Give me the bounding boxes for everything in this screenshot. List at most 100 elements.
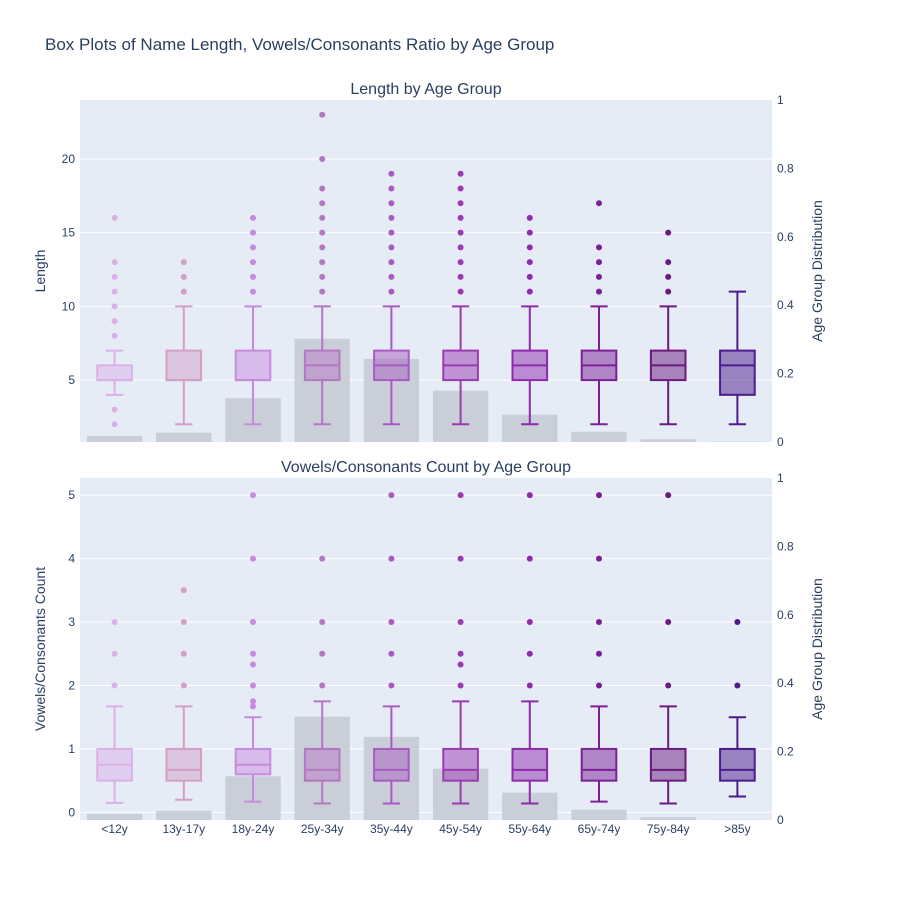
outlier-point (319, 215, 325, 221)
outlier-point (250, 556, 256, 562)
outlier-point (250, 274, 256, 280)
outlier-point (250, 662, 256, 668)
y2-tick-label: 0.6 (777, 230, 794, 244)
outlier-point (665, 492, 671, 498)
y2-axis-title: Age Group Distribution (809, 200, 825, 342)
outlier-point (458, 492, 464, 498)
outlier-point (527, 215, 533, 221)
outlier-point (388, 200, 394, 206)
outlier-point (458, 274, 464, 280)
x-tick-label: 75y-84y (647, 822, 690, 836)
x-tick-label: >85y (724, 822, 750, 836)
outlier-point (596, 259, 602, 265)
outlier-point (319, 556, 325, 562)
outlier-point (596, 274, 602, 280)
outlier-point (527, 651, 533, 657)
outlier-point (458, 244, 464, 250)
outlier-point (665, 289, 671, 295)
box-iqr (167, 351, 202, 380)
outlier-point (388, 274, 394, 280)
outlier-point (596, 289, 602, 295)
outlier-point (388, 492, 394, 498)
outlier-point (250, 698, 256, 704)
outlier-point (388, 230, 394, 236)
outlier-point (388, 289, 394, 295)
chart-title: Box Plots of Name Length, Vowels/Consona… (45, 35, 554, 54)
outlier-point (527, 619, 533, 625)
outlier-point (388, 619, 394, 625)
outlier-point (458, 556, 464, 562)
y2-tick-label: 1 (777, 93, 784, 107)
outlier-point (388, 259, 394, 265)
y2-tick-label: 0 (777, 435, 784, 449)
outlier-point (181, 587, 187, 593)
outlier-point (527, 244, 533, 250)
outlier-point (527, 230, 533, 236)
outlier-point (319, 112, 325, 118)
y-tick-label: 4 (68, 552, 75, 566)
outlier-point (319, 619, 325, 625)
outlier-point (250, 682, 256, 688)
y-tick-label: 5 (68, 488, 75, 502)
outlier-point (250, 230, 256, 236)
outlier-point (250, 215, 256, 221)
y-tick-label: 5 (68, 373, 75, 387)
outlier-point (112, 333, 118, 339)
outlier-point (112, 318, 118, 324)
outlier-point (388, 244, 394, 250)
outlier-point (112, 303, 118, 309)
outlier-point (458, 215, 464, 221)
x-tick-label: 35y-44y (370, 822, 413, 836)
outlier-point (596, 200, 602, 206)
outlier-point (458, 662, 464, 668)
outlier-point (458, 230, 464, 236)
box-iqr (236, 351, 271, 380)
distribution-bar-1 (87, 436, 142, 442)
outlier-point (112, 421, 118, 427)
outlier-point (250, 619, 256, 625)
outlier-point (458, 682, 464, 688)
y2-tick-label: 0.8 (777, 161, 794, 175)
outlier-point (181, 259, 187, 265)
distribution-bar-2 (156, 811, 211, 820)
outlier-point (527, 682, 533, 688)
y-axis-title: Vowels/Consonants Count (32, 567, 48, 731)
x-tick-label: <12y (101, 822, 127, 836)
outlier-point (319, 274, 325, 280)
x-tick-label: 13y-17y (162, 822, 205, 836)
outlier-point (319, 651, 325, 657)
outlier-point (250, 244, 256, 250)
outlier-point (319, 289, 325, 295)
y-tick-label: 2 (68, 678, 75, 692)
outlier-point (181, 651, 187, 657)
outlier-point (596, 651, 602, 657)
y-tick-label: 15 (62, 226, 76, 240)
box-iqr (651, 749, 686, 781)
outlier-point (458, 185, 464, 191)
box-iqr (513, 749, 548, 781)
x-tick-label: 65y-74y (578, 822, 621, 836)
outlier-point (319, 244, 325, 250)
outlier-point (527, 556, 533, 562)
outlier-point (665, 230, 671, 236)
outlier-point (112, 289, 118, 295)
outlier-point (112, 619, 118, 625)
outlier-point (112, 274, 118, 280)
outlier-point (734, 682, 740, 688)
outlier-point (458, 289, 464, 295)
box-iqr (305, 749, 340, 781)
outlier-point (388, 682, 394, 688)
outlier-point (596, 682, 602, 688)
y-tick-label: 10 (62, 299, 76, 313)
outlier-point (665, 274, 671, 280)
y2-tick-label: 0.2 (777, 745, 794, 759)
outlier-point (388, 215, 394, 221)
outlier-point (388, 171, 394, 177)
distribution-bar-8 (571, 810, 626, 820)
outlier-point (458, 259, 464, 265)
distribution-bar-1 (87, 814, 142, 820)
